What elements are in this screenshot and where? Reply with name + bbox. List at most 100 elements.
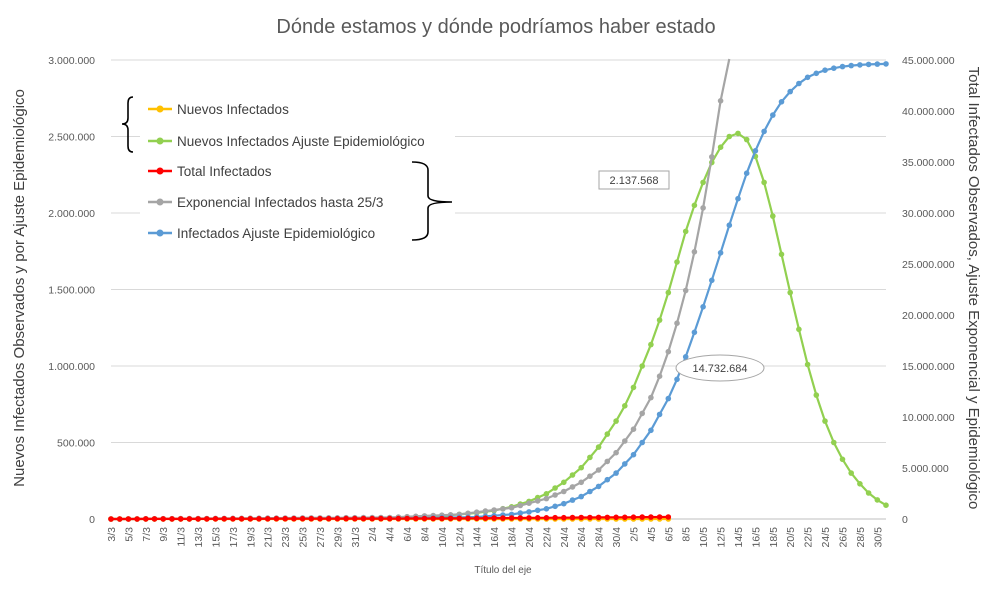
x-tick-label: 16/4: [489, 527, 501, 548]
data-point: [526, 500, 532, 507]
data-point: [473, 515, 480, 522]
x-tick-label: 30/4: [611, 527, 623, 548]
x-tick-label: 7/3: [141, 527, 153, 542]
data-point: [221, 516, 227, 522]
data-point: [552, 485, 558, 491]
data-point: [883, 61, 889, 67]
data-point: [648, 341, 654, 348]
x-tick-label: 14/4: [472, 527, 484, 548]
data-point: [151, 516, 158, 522]
x-tick-label: 9/3: [158, 527, 170, 542]
data-point: [430, 515, 437, 522]
data-point: [595, 514, 602, 521]
data-point: [874, 61, 881, 67]
data-point: [604, 514, 611, 521]
data-point: [874, 497, 881, 503]
data-point: [604, 458, 611, 465]
data-point: [352, 515, 358, 522]
y2-axis-title: Total Infectados Observados, Ajuste Expo…: [965, 67, 982, 510]
data-point: [813, 392, 820, 398]
x-tick-label: 26/5: [837, 527, 849, 548]
y-tick-label: 3.000.000: [48, 55, 95, 67]
data-point: [787, 88, 793, 95]
data-point: [700, 304, 706, 310]
data-point: [526, 515, 532, 521]
data-point: [613, 470, 619, 476]
data-point: [639, 439, 645, 446]
legend-label: Nuevos Infectados Ajuste Epidemiológico: [177, 134, 425, 149]
data-point: [395, 515, 402, 522]
data-point: [604, 476, 611, 483]
data-point: [578, 464, 584, 471]
x-tick-label: 10/4: [437, 527, 449, 548]
data-point: [595, 467, 602, 473]
data-point: [639, 363, 645, 369]
data-point: [360, 515, 367, 522]
data-point: [186, 516, 193, 522]
data-point: [317, 515, 323, 522]
data-point: [508, 515, 515, 521]
data-point: [622, 403, 628, 409]
x-tick-label: 30/5: [872, 527, 884, 548]
x-tick-label: 29/3: [332, 527, 344, 548]
legend-background: [140, 93, 455, 248]
data-point: [709, 154, 715, 160]
data-point: [595, 444, 602, 450]
data-point: [656, 373, 663, 380]
data-point: [796, 326, 802, 333]
data-point: [770, 213, 776, 219]
data-point: [456, 515, 463, 522]
x-tick-label: 31/3: [350, 527, 362, 548]
data-point: [465, 510, 471, 517]
data-point: [325, 515, 332, 522]
data-point: [630, 451, 637, 458]
data-point: [682, 228, 689, 235]
data-point: [857, 481, 863, 487]
data-point: [543, 491, 550, 497]
data-point: [865, 490, 872, 496]
data-point: [648, 427, 654, 434]
data-point: [482, 515, 489, 521]
data-point: [787, 289, 793, 296]
annotation-ellipse-frame: [675, 354, 765, 382]
data-point: [273, 515, 280, 522]
data-point: [813, 70, 820, 77]
x-tick-label: 15/3: [210, 527, 222, 548]
data-point: [709, 277, 715, 284]
legend-label: Infectados Ajuste Epidemiológico: [177, 226, 375, 241]
legend: Nuevos Infectados Nuevos Infectados Ajust…: [140, 93, 455, 248]
y-tick-label: 1.500.000: [48, 285, 95, 297]
data-point: [561, 488, 567, 495]
data-point: [552, 514, 558, 521]
data-point: [569, 497, 576, 503]
data-point: [630, 384, 637, 391]
legend-swatch-marker: [156, 137, 164, 145]
x-tick-label: 23/3: [280, 527, 292, 548]
series-layer: [108, 58, 889, 522]
annotation-box-frame: [598, 170, 670, 190]
data-point: [648, 394, 654, 401]
data-point: [613, 449, 619, 456]
x-tick-label: 21/3: [263, 527, 275, 548]
data-point: [822, 67, 828, 73]
data-point: [543, 495, 550, 502]
data-point: [630, 514, 637, 520]
data-point: [665, 348, 672, 355]
y-tick-label: 0: [89, 514, 95, 526]
data-point: [630, 426, 637, 433]
data-point: [717, 144, 724, 150]
y-tick-label: 2.500.000: [48, 132, 95, 144]
data-point: [622, 514, 628, 521]
x-tick-label: 10/5: [698, 527, 710, 548]
data-point: [778, 251, 785, 258]
data-point: [552, 503, 558, 510]
data-point: [839, 63, 846, 70]
data-point: [578, 514, 584, 521]
data-point: [543, 506, 550, 512]
x-tick-label: 8/4: [419, 527, 431, 542]
data-point: [543, 515, 550, 521]
data-point: [447, 515, 454, 522]
x-tick-label: 13/3: [193, 527, 205, 548]
data-point: [831, 439, 837, 446]
